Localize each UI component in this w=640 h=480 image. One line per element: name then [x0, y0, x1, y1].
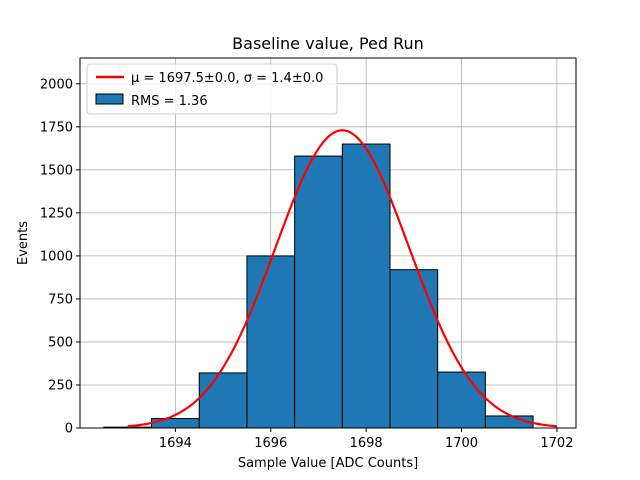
y-tick-label: 250 — [48, 378, 73, 393]
x-tick-label: 1700 — [445, 436, 478, 451]
fit-curve — [127, 129, 558, 428]
histogram-bar — [389, 269, 439, 429]
histogram-bar — [437, 371, 486, 429]
y-tick-label: 750 — [48, 292, 73, 307]
histogram-bar — [246, 255, 296, 429]
y-tick-label: 2000 — [40, 77, 73, 92]
y-axis-label: Events — [16, 221, 31, 265]
x-tick-label: 1696 — [254, 436, 287, 451]
histogram-bar — [294, 155, 343, 429]
y-tick-label: 500 — [48, 335, 73, 350]
y-tick-label: 1750 — [40, 120, 73, 135]
y-tick-label: 1000 — [40, 249, 73, 264]
x-axis-label: Sample Value [ADC Counts] — [238, 456, 418, 471]
histogram-bar — [341, 143, 391, 429]
x-axis-ticks: 1694 1696 1698 1700 1702 — [159, 428, 573, 451]
y-tick-label: 1250 — [40, 206, 73, 221]
legend-bar-swatch — [95, 93, 124, 105]
legend-box — [86, 63, 338, 115]
x-tick-label: 1702 — [540, 436, 573, 451]
legend-bar-label: RMS = 1.36 — [131, 94, 208, 109]
y-tick-label: 1500 — [40, 163, 73, 178]
legend: μ = 1697.5±0.0, σ = 1.4±0.0 RMS = 1.36 — [86, 63, 338, 115]
legend-fit-label: μ = 1697.5±0.0, σ = 1.4±0.0 — [131, 71, 323, 86]
histogram-bar — [198, 372, 248, 429]
histogram-bar — [151, 418, 200, 429]
x-tick-label: 1694 — [159, 436, 192, 451]
histogram-bars — [103, 143, 534, 429]
gaussian-fit — [127, 129, 558, 428]
chart-title: Baseline value, Ped Run — [232, 34, 424, 53]
x-tick-label: 1698 — [350, 436, 383, 451]
y-axis-ticks: 0 250 500 750 1000 1250 1500 1750 2000 — [40, 77, 80, 437]
plot-frame — [79, 57, 577, 429]
y-tick-label: 0 — [65, 422, 73, 437]
